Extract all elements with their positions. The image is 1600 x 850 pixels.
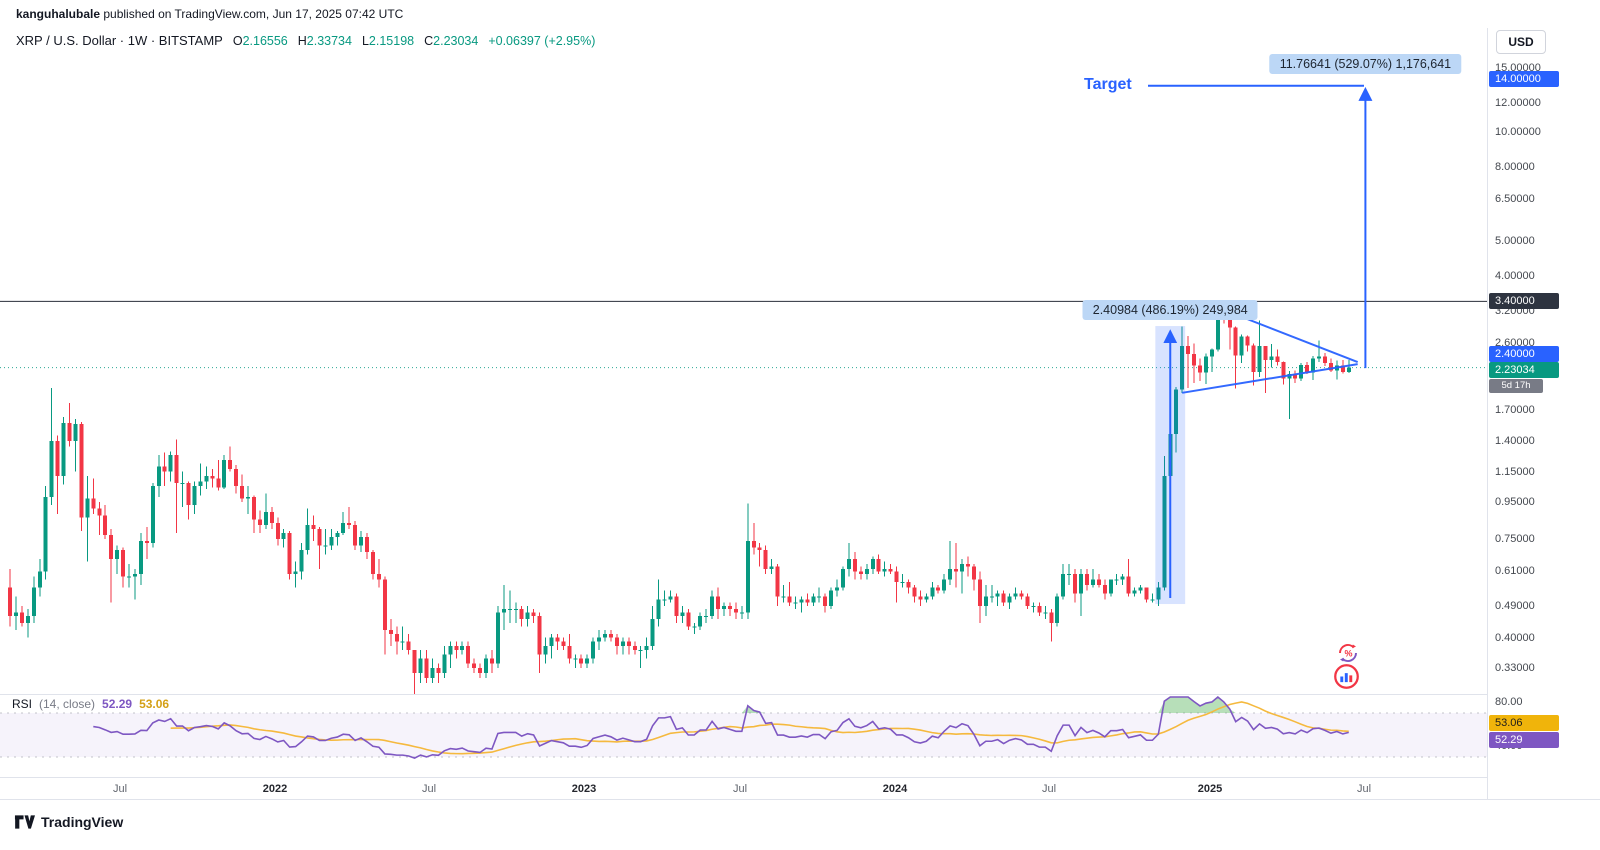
price-scale[interactable]: USD 15.00000 12.00000 10.00000 8.00000 6.500… (1487, 28, 1600, 799)
chart-header: XRP / U.S. Dollar · 1W · BITSTAMP O2.165… (16, 33, 595, 48)
countdown-badge: 5d 17h (1489, 378, 1543, 393)
tradingview-logo[interactable]: TradingView (14, 814, 123, 830)
rsi-value-badge: 53.06 (1489, 714, 1559, 731)
rsi-value-badge: 52.29 (1489, 732, 1559, 749)
price-tick: 6.50000 (1495, 193, 1535, 206)
percent-cycle-icon[interactable]: % (1336, 641, 1360, 670)
chart-area[interactable]: XRP / U.S. Dollar · 1W · BITSTAMP O2.165… (0, 28, 1600, 850)
rsi-line (93, 695, 1349, 760)
brand-name: TradingView (41, 814, 124, 830)
time-label: Jul (1041, 783, 1057, 795)
symbol-title[interactable]: XRP / U.S. Dollar · 1W · BITSTAMP (16, 33, 223, 48)
publish-bar: kanguhalubale published on TradingView.c… (0, 0, 1600, 28)
price-tick: 0.33000 (1495, 661, 1535, 674)
svg-text:%: % (1345, 649, 1353, 659)
time-label: Jul (112, 783, 128, 795)
price-badge: 3.40000 (1489, 293, 1559, 310)
rsi-scale-tick: 80.00 (1495, 696, 1523, 708)
ohlc-low: L2.15198 (361, 33, 415, 48)
price-badge: 2.23034 (1489, 361, 1559, 378)
price-tick: 4.00000 (1495, 269, 1535, 282)
time-label: Jul (1356, 783, 1372, 795)
ohlc-high: H2.33734 (297, 33, 352, 48)
time-label: Jul (421, 783, 437, 795)
price-tick: 0.61000 (1495, 565, 1535, 578)
target-label[interactable]: Target (1084, 75, 1132, 93)
price-tick: 1.15000 (1495, 465, 1535, 478)
publish-author: kanguhalubale (16, 7, 101, 21)
price-tick: 0.75000 (1495, 532, 1535, 545)
price-tick: 1.70000 (1495, 404, 1535, 417)
main-chart-canvas[interactable] (0, 28, 1487, 777)
rsi-value: 52.29 (102, 697, 133, 711)
price-tick: 10.00000 (1495, 125, 1541, 138)
ohlc-close: C2.23034 (424, 33, 479, 48)
tradingview-logo-icon (14, 815, 35, 829)
time-label: 2023 (571, 783, 597, 795)
time-scale[interactable]: Jul 2022 Jul 2023 Jul 2024 Jul 2025 Jul (0, 777, 1487, 800)
price-tick: 1.40000 (1495, 434, 1535, 447)
publish-text: published on TradingView.com, Jun 17, 20… (100, 7, 404, 21)
rsi-overbought-fill (93, 697, 1349, 713)
time-label: 2022 (262, 783, 288, 795)
triangle-trendline (1181, 363, 1358, 394)
price-tick: 0.40000 (1495, 631, 1535, 644)
time-label: 2025 (1197, 783, 1223, 795)
candlestick-layer (8, 301, 1351, 694)
time-label: 2024 (882, 783, 908, 795)
chart-bubble-icon[interactable] (1333, 663, 1360, 695)
price-tick: 0.49000 (1495, 599, 1535, 612)
rsi-params: (14, close) (39, 697, 96, 711)
rsi-header[interactable]: RSI (14, close) 52.29 53.06 (12, 697, 169, 711)
time-label: Jul (732, 783, 748, 795)
price-tick: 8.00000 (1495, 160, 1535, 173)
price-tick: 0.95000 (1495, 495, 1535, 508)
measure-label-top[interactable]: 11.76641 (529.07%) 1,176,641 (1269, 53, 1462, 74)
price-tick: 12.00000 (1495, 97, 1541, 110)
footer-bar: TradingView (0, 799, 1600, 850)
price-badge: 2.40000 (1489, 346, 1559, 363)
rsi-ma-line (170, 701, 1349, 755)
ohlc-open: O2.16556 (232, 33, 288, 48)
rsi-title: RSI (12, 697, 33, 711)
price-tick: 5.00000 (1495, 234, 1535, 247)
rsi-ma-value: 53.06 (139, 697, 170, 711)
rsi-band (0, 713, 1487, 757)
change-value: +0.06397 (+2.95%) (488, 33, 596, 48)
currency-button[interactable]: USD (1496, 30, 1546, 54)
measure-label-rally[interactable]: 2.40984 (486.19%) 249,984 (1082, 300, 1258, 321)
price-badge: 14.00000 (1489, 70, 1559, 87)
